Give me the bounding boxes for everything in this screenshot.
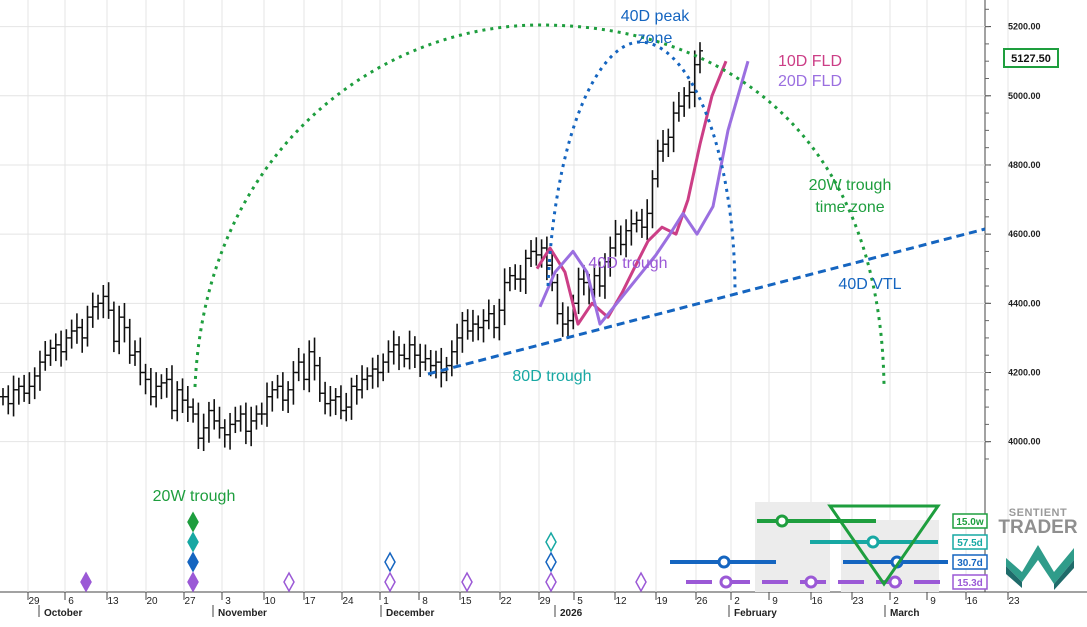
price-tick-label: 4200.00 — [1008, 368, 1041, 378]
cycle-period-label: 15.3d — [957, 578, 983, 589]
cycle-diamond-icon — [545, 531, 557, 553]
fld-20d-label: 20D FLD — [778, 73, 842, 90]
day-tick-label: 2 — [893, 596, 899, 607]
trough-triangle-icon — [827, 504, 941, 587]
peak-zone-label-2: zone — [638, 30, 673, 47]
cycle-period-box — [952, 534, 988, 550]
cycle-period-label: 15.0w — [956, 517, 983, 528]
cycle-projection-marker — [717, 555, 731, 569]
sentient-trader-logo: SENTIENT TRADER — [998, 507, 1078, 590]
price-tick-label: 4000.00 — [1008, 437, 1041, 447]
month-tick-label: November — [218, 608, 267, 619]
price-tick-label: 4600.00 — [1008, 229, 1041, 239]
cycle-projection-marker — [775, 514, 789, 528]
price-tick-label: 5000.00 — [1008, 91, 1041, 101]
day-tick-label: 24 — [342, 596, 354, 607]
price-tick-label: 5200.00 — [1008, 22, 1041, 32]
day-tick-label: 29 — [28, 596, 40, 607]
cycle-diamond-icon — [545, 571, 557, 593]
day-tick-label: 2 — [734, 596, 740, 607]
day-tick-label: 23 — [1008, 596, 1020, 607]
cycle-diamond-icon — [187, 511, 199, 533]
cycle-diamond-icon — [461, 571, 473, 593]
day-tick-label: 26 — [696, 596, 708, 607]
cycle-period-label: 30.7d — [957, 558, 983, 569]
cycle-period-label: 57.5d — [957, 538, 983, 549]
price-bar — [697, 42, 703, 74]
month-tick-label: December — [386, 608, 434, 619]
vtl-40d-label: 40D VTL — [838, 276, 901, 293]
day-tick-label: 5 — [577, 596, 583, 607]
fld-10d-line — [535, 60, 728, 326]
cycle-projection-marker — [866, 535, 880, 549]
cycle-period-box — [952, 574, 988, 590]
day-tick-label: 15 — [460, 596, 472, 607]
trough-20w-label: 20W trough — [153, 488, 236, 505]
day-tick-label: 29 — [539, 596, 551, 607]
trough-80d-label: 80D trough — [512, 368, 591, 385]
peak-zone-label-1: 40D peak — [621, 8, 690, 25]
fld-10d-label: 10D FLD — [778, 53, 842, 70]
day-tick-label: 13 — [107, 596, 119, 607]
day-tick-label: 27 — [184, 596, 196, 607]
day-tick-label: 10 — [264, 596, 276, 607]
trough-time-zone-label-1: 20W trough — [809, 177, 892, 194]
day-tick-label: 16 — [811, 596, 823, 607]
trough-time-zone-label-2: time zone — [815, 199, 884, 216]
fld-lines — [535, 60, 750, 326]
peak-zone-arc — [546, 40, 737, 293]
day-tick-label: 12 — [615, 596, 627, 607]
cycle-diamond-icon — [187, 551, 199, 573]
day-tick-label: 17 — [304, 596, 316, 607]
day-tick-label: 23 — [852, 596, 864, 607]
day-tick-label: 16 — [966, 596, 978, 607]
day-tick-label: 9 — [772, 596, 778, 607]
cycle-panel: 15.0w 57.5d 30.7d 15.3d — [80, 502, 988, 593]
cycle-diamond-icon — [283, 571, 295, 593]
price-bars — [0, 42, 703, 452]
logo-mark-shade — [1006, 560, 1074, 590]
cycle-period-box — [952, 513, 988, 529]
last-price-text: 5127.50 — [1011, 53, 1051, 65]
last-price-badge: 5127.50 — [1003, 48, 1059, 68]
plot-area — [0, 0, 985, 592]
cycle-projection-marker — [804, 575, 818, 589]
logo-text-bottom: TRADER — [998, 517, 1077, 538]
trough-40d-label: 40D trough — [588, 255, 667, 272]
cycle-diamond-icon — [384, 571, 396, 593]
month-tick-label: 2026 — [560, 608, 583, 619]
day-tick-label: 8 — [422, 596, 428, 607]
cycle-diamond-icon — [187, 531, 199, 553]
vtl-40d-line — [427, 227, 986, 376]
logo-text-top: SENTIENT — [1009, 507, 1067, 519]
cycle-projection-marker — [719, 575, 733, 589]
logo-mark — [1006, 545, 1074, 584]
day-tick-label: 20 — [146, 596, 158, 607]
price-tick-label: 4800.00 — [1008, 160, 1041, 170]
day-tick-label: 6 — [68, 596, 74, 607]
day-tick-label: 3 — [225, 596, 231, 607]
day-tick-label: 22 — [500, 596, 512, 607]
overlay-lines — [193, 23, 986, 388]
month-tick-label: February — [734, 608, 777, 619]
day-tick-label: 9 — [930, 596, 936, 607]
day-tick-label: 1 — [383, 596, 389, 607]
cycle-diamond-icon — [635, 571, 647, 593]
fld-20d-line — [538, 60, 750, 326]
month-tick-label: March — [890, 608, 919, 619]
day-tick-label: 19 — [656, 596, 668, 607]
cycle-projection-marker — [888, 575, 902, 589]
cycle-diamond-icon — [80, 571, 92, 593]
cycle-diamond-icon — [384, 551, 396, 573]
trough-time-zone-arc — [193, 23, 886, 388]
cycle-shade — [755, 502, 830, 592]
cycle-diamond-icon — [545, 551, 557, 573]
cycle-period-box — [952, 554, 988, 570]
month-tick-label: October — [44, 608, 82, 619]
price-tick-label: 4400.00 — [1008, 298, 1041, 308]
cycle-diamond-icon — [187, 571, 199, 593]
